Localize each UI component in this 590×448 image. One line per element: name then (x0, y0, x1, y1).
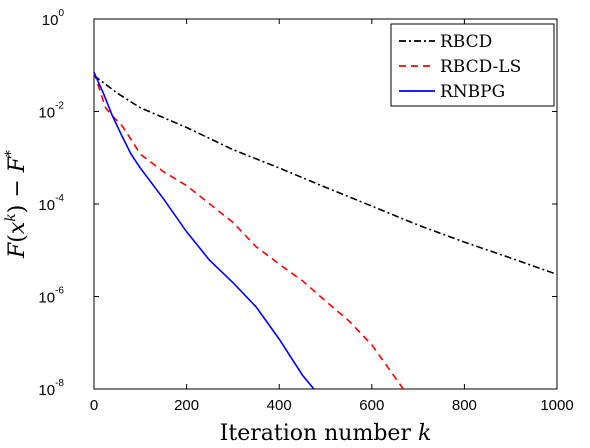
legend: RBCD RBCD-LS RNBPG (390, 23, 555, 107)
series-line-rbcd (93, 74, 558, 276)
x-tick-label: 200 (174, 397, 199, 414)
x-axis-label-var: k (418, 421, 431, 446)
plot-area: 0 200 400 600 800 1000 100 10-2 10-4 10-6 10-8 (38, 8, 573, 414)
x-tick-label: 400 (267, 397, 292, 414)
y-tick-label: 10-8 (38, 378, 64, 399)
series-layer (93, 72, 558, 390)
y-tick-label: 10-4 (38, 193, 64, 214)
legend-label-rbcd-ls: RBCD-LS (440, 57, 521, 77)
series-line-rbcd-ls (93, 72, 404, 390)
y-axis-label: F(xk) − F* (3, 150, 30, 259)
y-tick-label: 100 (42, 8, 65, 29)
x-tick-label: 600 (359, 397, 384, 414)
y-tick-label: 10-6 (38, 286, 64, 307)
legend-label-rbcd: RBCD (440, 32, 492, 52)
x-axis-label-text: Iteration number (220, 421, 412, 446)
legend-label-rnbpg: RNBPG (440, 82, 505, 102)
x-tick-label: 800 (452, 397, 477, 414)
x-tick-label: 1000 (540, 397, 573, 414)
x-axis-label: Iteration number k (220, 421, 432, 446)
legend-box (390, 23, 555, 107)
ticks-layer: 0 200 400 600 800 1000 100 10-2 10-4 10-6 10-8 (38, 8, 573, 414)
x-tick-label: 0 (90, 397, 98, 414)
y-tick-label: 10-2 (38, 101, 64, 122)
series-line-rnbpg (93, 72, 315, 390)
